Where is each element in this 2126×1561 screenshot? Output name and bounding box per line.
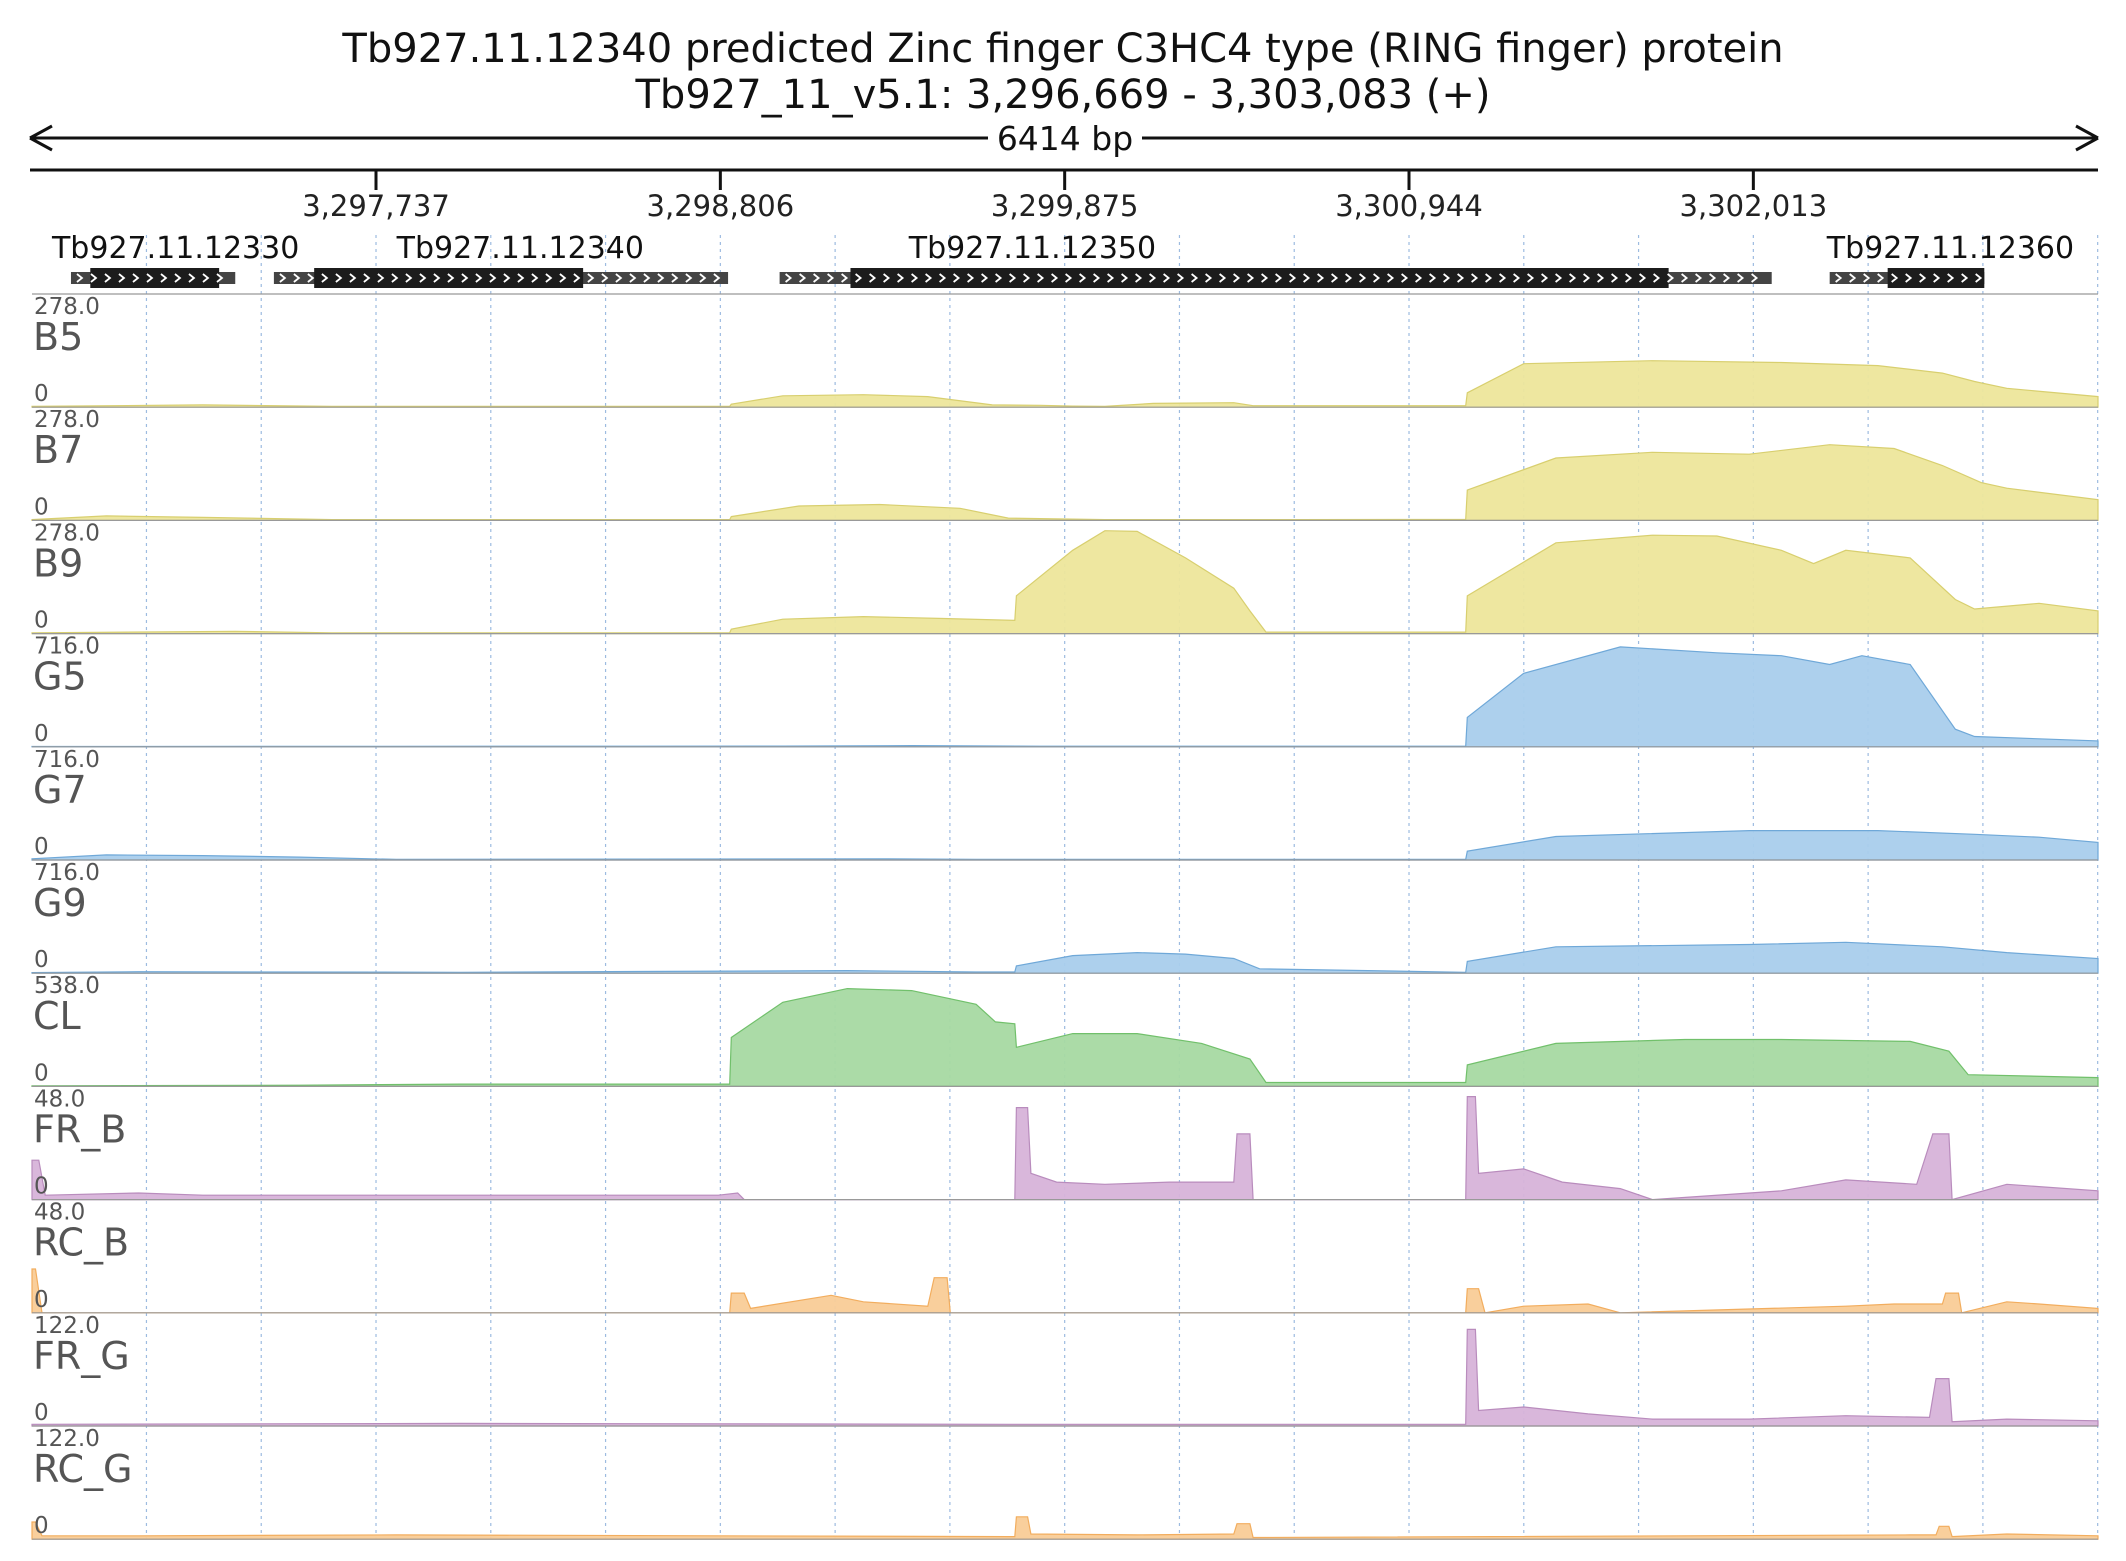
gene-strand-arrows xyxy=(1835,273,1983,283)
track-max-label: 278.0 xyxy=(34,294,100,320)
track-zero-label: 0 xyxy=(34,381,49,407)
grid-lines xyxy=(145,235,2099,1540)
track-max-label: 48.0 xyxy=(34,1086,85,1112)
gene-title: Tb927.11.12340 predicted Zinc finger C3H… xyxy=(341,26,1783,72)
ruler-tick-label: 3,297,737 xyxy=(302,189,450,223)
track-name: G7 xyxy=(33,768,87,812)
track-name: CL xyxy=(33,994,81,1038)
track-max-label: 122.0 xyxy=(34,1313,100,1339)
track-zero-label: 0 xyxy=(34,1513,49,1539)
track-name: RC_G xyxy=(33,1447,133,1491)
track-zero-label: 0 xyxy=(34,1287,49,1313)
ruler-tick-label: 3,299,875 xyxy=(991,189,1139,223)
coverage-area-cl xyxy=(31,987,2099,1087)
coverage-area-rc-g xyxy=(31,1516,2099,1540)
gene-label: Tb927.11.12350 xyxy=(908,231,1156,266)
track-name: B7 xyxy=(33,428,83,472)
gene-label: Tb927.11.12340 xyxy=(396,231,644,266)
track-max-label: 278.0 xyxy=(34,520,100,546)
coverage-area-rc-b xyxy=(31,1268,2099,1314)
coverage-area-b9 xyxy=(31,530,2099,635)
track-name: FR_G xyxy=(33,1334,130,1378)
track-max-label: 538.0 xyxy=(34,973,100,999)
track-name: G9 xyxy=(33,881,87,925)
region-subtitle: Tb927_11_v5.1: 3,296,669 - 3,303,083 (+) xyxy=(635,72,1491,118)
track-name: G5 xyxy=(33,655,87,699)
track-max-label: 48.0 xyxy=(34,1200,85,1226)
gene-cds-box xyxy=(1887,268,1985,288)
track-zero-label: 0 xyxy=(34,1174,49,1200)
coverage-area-b7 xyxy=(31,444,2099,521)
coverage-area-g5 xyxy=(31,646,2099,748)
track-name: RC_B xyxy=(33,1221,129,1265)
gene-label: Tb927.11.12330 xyxy=(51,231,299,266)
track-zero-label: 0 xyxy=(34,1400,49,1426)
ruler-tick-label: 3,298,806 xyxy=(647,189,795,223)
gene-strand-arrows xyxy=(76,273,224,283)
track-max-label: 716.0 xyxy=(34,747,100,773)
gene-cds-box xyxy=(314,268,584,288)
coverage-area-g7 xyxy=(31,830,2099,861)
track-max-label: 716.0 xyxy=(34,634,100,660)
coverage-area-g9 xyxy=(31,941,2099,974)
figure-header: Tb927.11.12340 predicted Zinc finger C3H… xyxy=(341,26,1783,118)
track-zero-label: 0 xyxy=(34,721,49,747)
gene-cds-box xyxy=(90,268,220,288)
track-name: B5 xyxy=(33,315,83,359)
track-zero-label: 0 xyxy=(34,494,49,520)
track-zero-label: 0 xyxy=(34,947,49,973)
ruler-tick-label: 3,300,944 xyxy=(1335,189,1483,223)
gene-cds-box xyxy=(850,268,1669,288)
span-length-label: 6414 bp xyxy=(997,119,1133,158)
gene-annotation-track: Tb927.11.12330 Tb927.11.12340 Tb927.11.123… xyxy=(51,231,2074,288)
gene-strand-arrows xyxy=(279,273,721,283)
track-zero-label: 0 xyxy=(34,834,49,860)
track-name: FR_B xyxy=(33,1107,126,1151)
track-max-label: 122.0 xyxy=(34,1426,100,1452)
gene-label: Tb927.11.12360 xyxy=(1826,231,2074,266)
span-arrow-left xyxy=(29,124,53,152)
coverage-area-b5 xyxy=(31,360,2099,408)
track-zero-label: 0 xyxy=(34,1060,49,1086)
track-zero-label: 0 xyxy=(34,608,49,634)
span-ruler: 6414 bp xyxy=(29,119,2099,158)
gene-strand-arrows xyxy=(785,273,1759,283)
track-max-label: 716.0 xyxy=(34,860,100,886)
track-name: B9 xyxy=(33,541,83,585)
coverage-tracks: 278.0B50278.0B70278.0B90716.0G50716.0G70… xyxy=(31,293,2099,1540)
ruler-ticks: 3,297,737 3,298,806 3,299,875 3,300,944 3,30… xyxy=(302,170,1827,223)
coverage-area-fr-b xyxy=(31,1096,2099,1201)
ruler-tick-label: 3,302,013 xyxy=(1680,189,1828,223)
coverage-area-fr-g xyxy=(31,1328,2099,1427)
span-arrow-right xyxy=(2075,124,2099,152)
track-max-label: 278.0 xyxy=(34,407,100,433)
